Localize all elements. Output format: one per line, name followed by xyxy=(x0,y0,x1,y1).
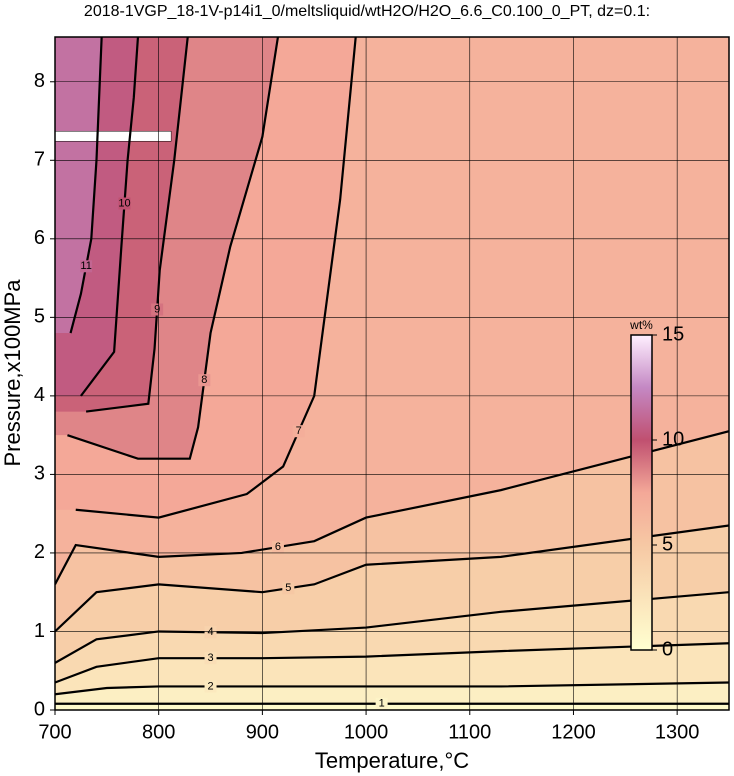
contour-label: 4 xyxy=(207,626,213,638)
x-tick-label: 700 xyxy=(38,721,71,743)
x-tick-label: 1100 xyxy=(448,721,491,743)
x-axis-label: Temperature,°C xyxy=(315,748,469,773)
y-tick-label: 5 xyxy=(34,306,45,328)
contour-label-bg xyxy=(118,197,131,210)
contour-label: 1 xyxy=(379,698,385,710)
artifact-bar xyxy=(55,130,172,142)
contour-label-bg xyxy=(282,582,295,595)
contour-label-bg xyxy=(292,425,305,438)
contour-label-bg xyxy=(204,680,217,693)
y-tick-label: 2 xyxy=(34,541,45,563)
colorbar-tick-label: 0 xyxy=(662,638,673,660)
contour-label: 8 xyxy=(201,374,207,386)
y-tick-label: 8 xyxy=(34,70,45,92)
x-tick-label: 1300 xyxy=(655,721,700,743)
y-tick-label: 3 xyxy=(34,463,45,485)
contour-label: 9 xyxy=(154,303,160,315)
x-tick-label: 900 xyxy=(246,721,279,743)
contour-label: 6 xyxy=(275,541,281,553)
x-tick-label: 1200 xyxy=(551,721,596,743)
region-fill xyxy=(55,703,729,710)
y-tick-label: 6 xyxy=(34,227,45,249)
region-fill xyxy=(55,37,102,334)
overlay: 700 800 900 1000 1100 1200 1300012345678wt%051… xyxy=(34,36,730,743)
y-tick-label: 0 xyxy=(34,698,45,720)
contour-label-bg xyxy=(198,374,211,387)
contour-label: 5 xyxy=(285,582,291,594)
contour-label: 7 xyxy=(296,425,302,437)
colorbar xyxy=(630,334,653,651)
contour-label-bg xyxy=(204,652,217,665)
contour-label: 10 xyxy=(118,197,130,209)
plot-area: 11 10 9 8 7 6 5 4 3 2 1 xyxy=(55,37,729,710)
colorbar-label: wt% xyxy=(629,318,653,332)
contour-label-bg xyxy=(271,541,284,554)
contour-label-bg xyxy=(375,697,388,710)
contour-label-bg xyxy=(80,260,93,273)
plot-frame xyxy=(54,36,730,711)
colorbar-tick-label: 15 xyxy=(662,323,684,345)
y-tick-label: 1 xyxy=(34,620,45,642)
contour-label: 2 xyxy=(207,680,213,692)
x-tick-label: 1000 xyxy=(344,721,389,743)
x-tick-label: 800 xyxy=(142,721,175,743)
contour-label-bg xyxy=(151,303,164,316)
y-tick-label: 7 xyxy=(34,149,45,171)
contour-label: 3 xyxy=(207,652,213,664)
colorbar-tick-label: 5 xyxy=(662,533,673,555)
y-tick-label: 4 xyxy=(34,384,45,406)
contour-label-bg xyxy=(204,626,217,639)
contour-label: 11 xyxy=(80,260,91,272)
colorbar-tick-label: 10 xyxy=(662,428,684,450)
chart-title: 2018-1VGP_18-1V-p14i1_0/meltsliquid/wtH2… xyxy=(84,3,650,20)
y-axis-label: Pressure,x100MPa xyxy=(0,279,25,467)
